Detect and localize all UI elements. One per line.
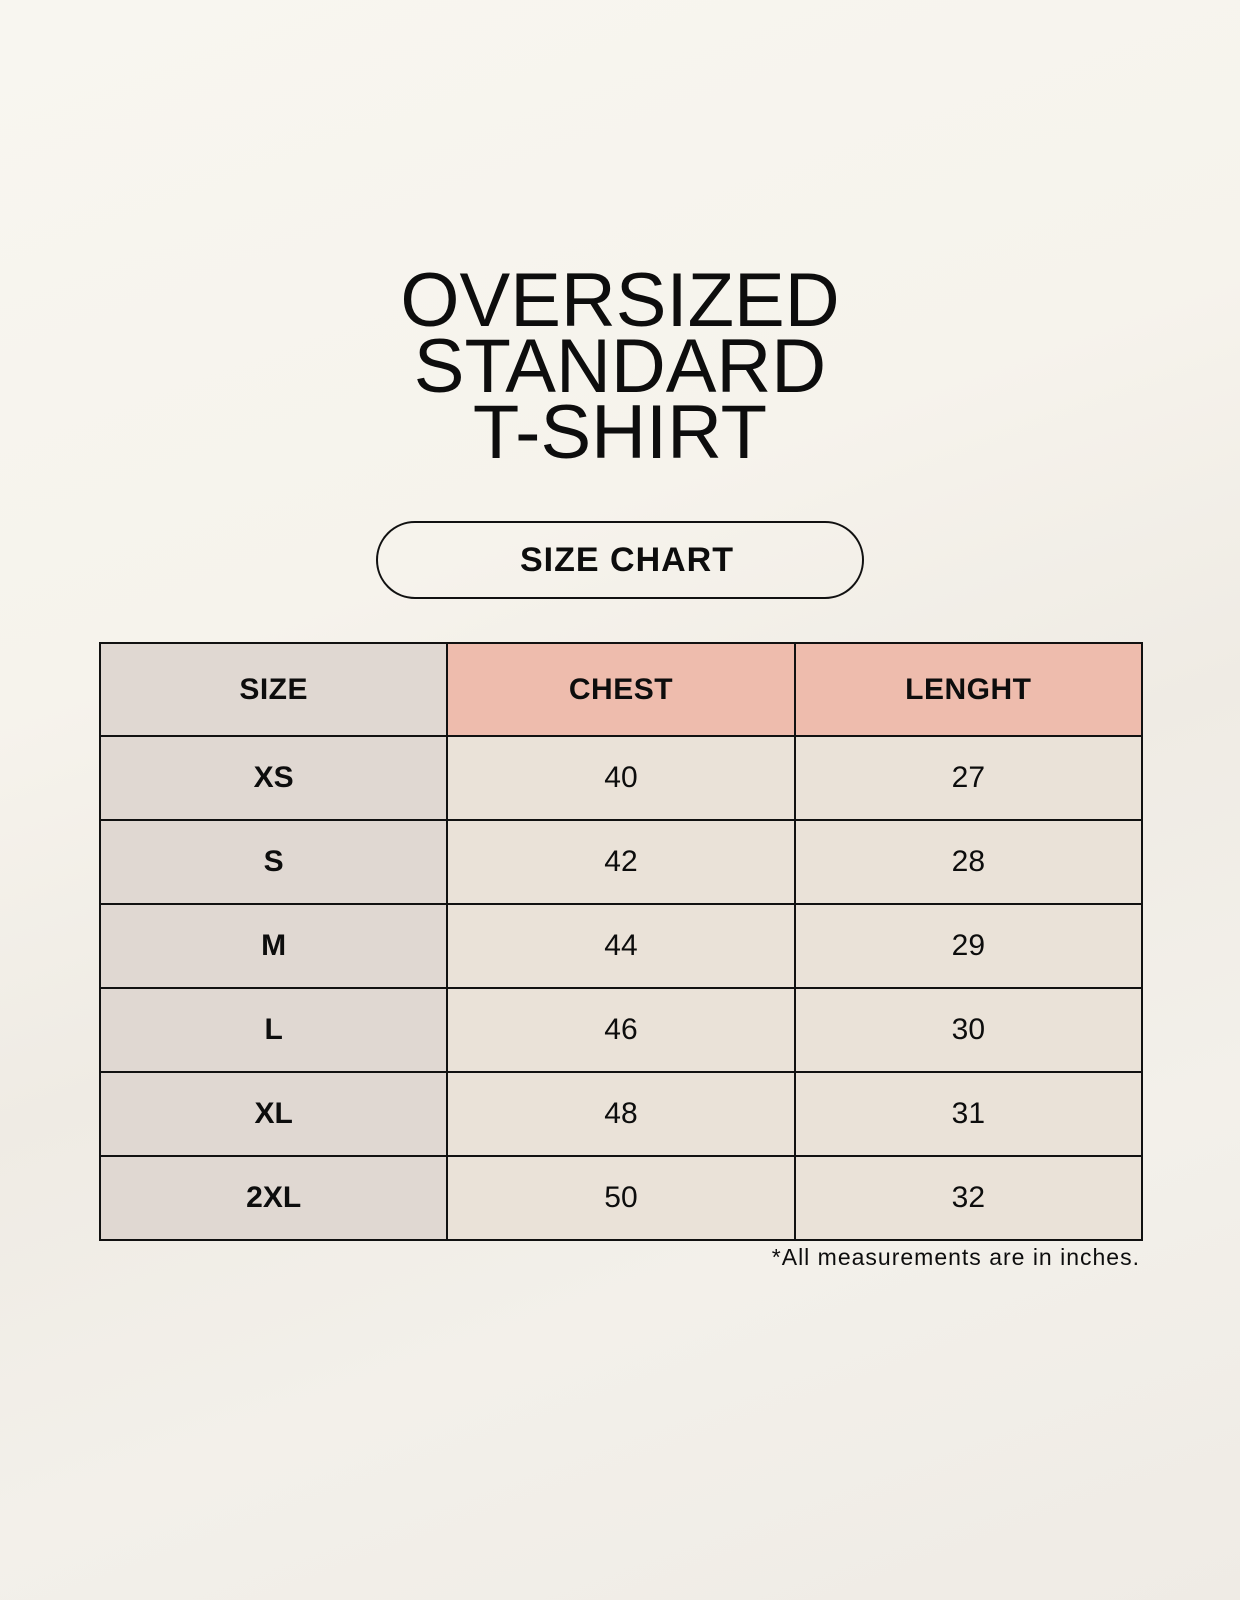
- cell-size: XS: [98, 735, 449, 821]
- page-title: OVERSIZED STANDARD T-SHIRT: [0, 258, 1240, 475]
- cell-size: 2XL: [98, 1155, 449, 1241]
- cell-length: 29: [793, 903, 1144, 989]
- cell-size: M: [98, 903, 449, 989]
- title-line: T-SHIRT: [472, 390, 768, 475]
- table-row: L 46 30: [98, 987, 1144, 1073]
- cell-chest: 46: [446, 987, 796, 1073]
- size-table: SIZE CHEST LENGHT XS 40 27 S 42 28 M 44 29 L 46 30 X…: [98, 642, 1144, 1241]
- title-line: STANDARD: [413, 324, 827, 409]
- table-row: XL 48 31: [98, 1071, 1144, 1157]
- table-header-row: SIZE CHEST LENGHT: [98, 642, 1144, 737]
- table-row: S 42 28: [98, 819, 1144, 905]
- header-size: SIZE: [98, 642, 449, 737]
- cell-length: 28: [793, 819, 1144, 905]
- cell-chest: 40: [446, 735, 796, 821]
- cell-chest: 44: [446, 903, 796, 989]
- header-chest: CHEST: [446, 642, 796, 737]
- cell-chest: 48: [446, 1071, 796, 1157]
- cell-length: 32: [793, 1155, 1144, 1241]
- cell-length: 31: [793, 1071, 1144, 1157]
- size-chart-badge: SIZE CHART: [376, 521, 864, 599]
- cell-size: XL: [98, 1071, 449, 1157]
- cell-size: S: [98, 819, 449, 905]
- header-length: LENGHT: [793, 642, 1144, 737]
- measurement-footnote: *All measurements are in inches.: [771, 1244, 1140, 1270]
- table-row: M 44 29: [98, 903, 1144, 989]
- cell-chest: 50: [446, 1155, 796, 1241]
- table-row: XS 40 27: [98, 735, 1144, 821]
- cell-chest: 42: [446, 819, 796, 905]
- table-row: 2XL 50 32: [98, 1155, 1144, 1241]
- cell-length: 27: [793, 735, 1144, 821]
- cell-length: 30: [793, 987, 1144, 1073]
- cell-size: L: [98, 987, 449, 1073]
- title-line: OVERSIZED: [400, 258, 840, 343]
